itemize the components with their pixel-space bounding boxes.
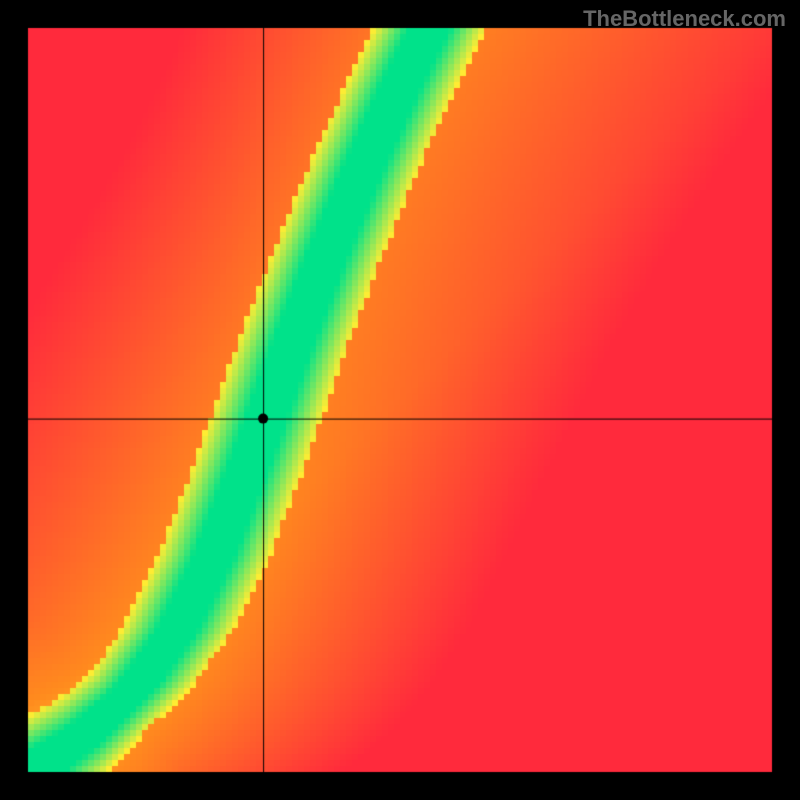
bottleneck-heatmap: [0, 0, 800, 800]
chart-container: TheBottleneck.com: [0, 0, 800, 800]
attribution-text: TheBottleneck.com: [583, 6, 786, 32]
